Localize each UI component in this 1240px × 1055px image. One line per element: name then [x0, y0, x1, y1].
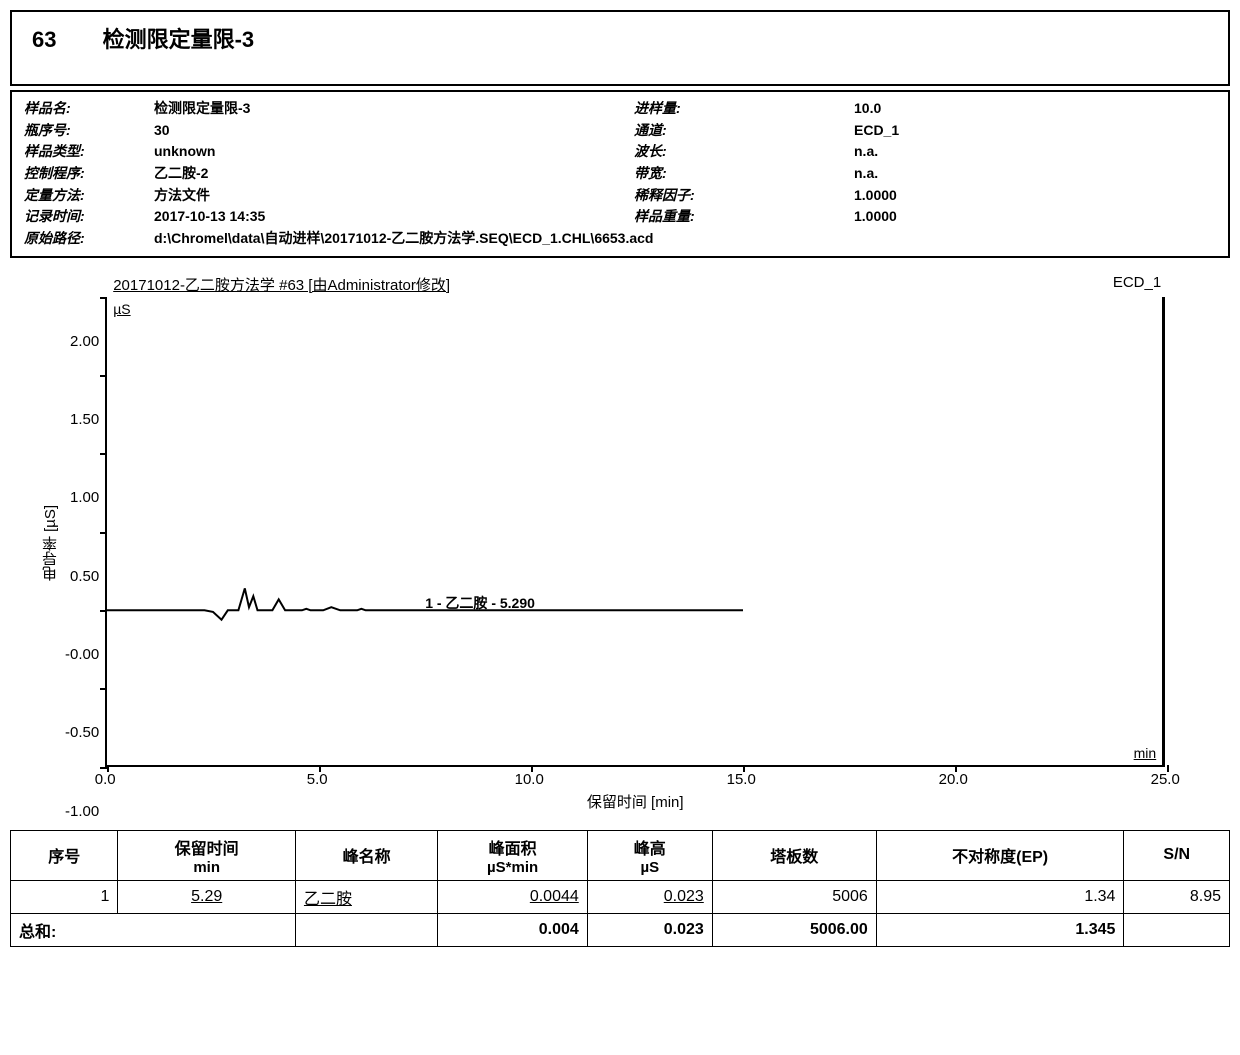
wavelength-value: n.a. [854, 141, 1216, 163]
x-tick-label: 25.0 [1151, 771, 1180, 788]
chromatogram-chart: 电导率 [µS] 2.001.501.000.50-0.00-0.50-1.00… [40, 274, 1230, 812]
record-time-value: 2017-10-13 14:35 [154, 206, 634, 228]
table-totals-row: 总和:0.0040.0235006.001.345 [11, 913, 1230, 946]
control-prog-label: 控制程序: [24, 163, 154, 185]
y-axis-ticks: 2.001.501.000.50-0.00-0.50-1.00 [65, 342, 105, 812]
sample-info-panel: 样品名: 检测限定量限-3 进样量: 10.0 瓶序号: 30 通道: ECD_… [10, 90, 1230, 258]
chart-title: 20171012-乙二胺方法学 #63 [由Administrator修改] [113, 274, 450, 295]
y-axis-label: 电导率 [µS] [40, 505, 61, 581]
table-row: 15.29乙二胺0.00440.02350061.348.95 [11, 880, 1230, 913]
report-title: 63 检测限定量限-3 [32, 22, 1208, 54]
sample-type-value: unknown [154, 141, 634, 163]
vial-label: 瓶序号: [24, 120, 154, 142]
table-body: 15.29乙二胺0.00440.02350061.348.95总和:0.0040… [11, 880, 1230, 946]
plot-area: µS min 1 - 乙二胺 - 5.290 [105, 297, 1165, 767]
results-table: 序号保留时间min峰名称峰面积µS*min峰高µS塔板数不对称度(EP)S/N … [10, 830, 1230, 947]
report-number: 63 [32, 27, 56, 52]
dilution-value: 1.0000 [854, 185, 1216, 207]
sample-wt-label: 样品重量: [634, 206, 854, 228]
quant-method-value: 方法文件 [154, 185, 634, 207]
bandwidth-value: n.a. [854, 163, 1216, 185]
table-column-header: 塔板数 [712, 830, 876, 880]
x-tick-label: 0.0 [95, 771, 116, 788]
inj-volume-value: 10.0 [854, 98, 1216, 120]
wavelength-label: 波长: [634, 141, 854, 163]
table-column-header: 峰名称 [295, 830, 437, 880]
table-header: 序号保留时间min峰名称峰面积µS*min峰高µS塔板数不对称度(EP)S/N [11, 830, 1230, 880]
x-axis-label: 保留时间 [min] [105, 791, 1165, 812]
quant-method-label: 定量方法: [24, 185, 154, 207]
table-column-header: 序号 [11, 830, 118, 880]
channel-value: ECD_1 [854, 120, 1216, 142]
table-column-header: 峰面积µS*min [438, 830, 587, 880]
report-title-text: 检测限定量限-3 [103, 27, 255, 52]
table-column-header: 峰高µS [587, 830, 712, 880]
report-header: 63 检测限定量限-3 [10, 10, 1230, 86]
record-time-label: 记录时间: [24, 206, 154, 228]
sample-wt-value: 1.0000 [854, 206, 1216, 228]
channel-label: 通道: [634, 120, 854, 142]
control-prog-value: 乙二胺-2 [154, 163, 634, 185]
dilution-label: 稀释因子: [634, 185, 854, 207]
path-label: 原始路径: [24, 228, 154, 250]
x-tick-label: 10.0 [515, 771, 544, 788]
table-column-header: 不对称度(EP) [876, 830, 1124, 880]
sample-type-label: 样品类型: [24, 141, 154, 163]
bandwidth-label: 带宽: [634, 163, 854, 185]
vial-value: 30 [154, 120, 634, 142]
x-tick-label: 20.0 [939, 771, 968, 788]
chromatogram-trace [107, 297, 1167, 767]
sample-name-value: 检测限定量限-3 [154, 98, 634, 120]
table-column-header: 保留时间min [118, 830, 296, 880]
x-tick-label: 15.0 [727, 771, 756, 788]
x-axis-ticks: 0.05.010.015.020.025.0 [105, 771, 1165, 789]
path-value: d:\Chromel\data\自动进样\20171012-乙二胺方法学.SEQ… [154, 228, 1216, 250]
table-column-header: S/N [1124, 830, 1230, 880]
sample-name-label: 样品名: [24, 98, 154, 120]
inj-volume-label: 进样量: [634, 98, 854, 120]
chart-detector: ECD_1 [1113, 274, 1161, 295]
x-tick-label: 5.0 [307, 771, 328, 788]
